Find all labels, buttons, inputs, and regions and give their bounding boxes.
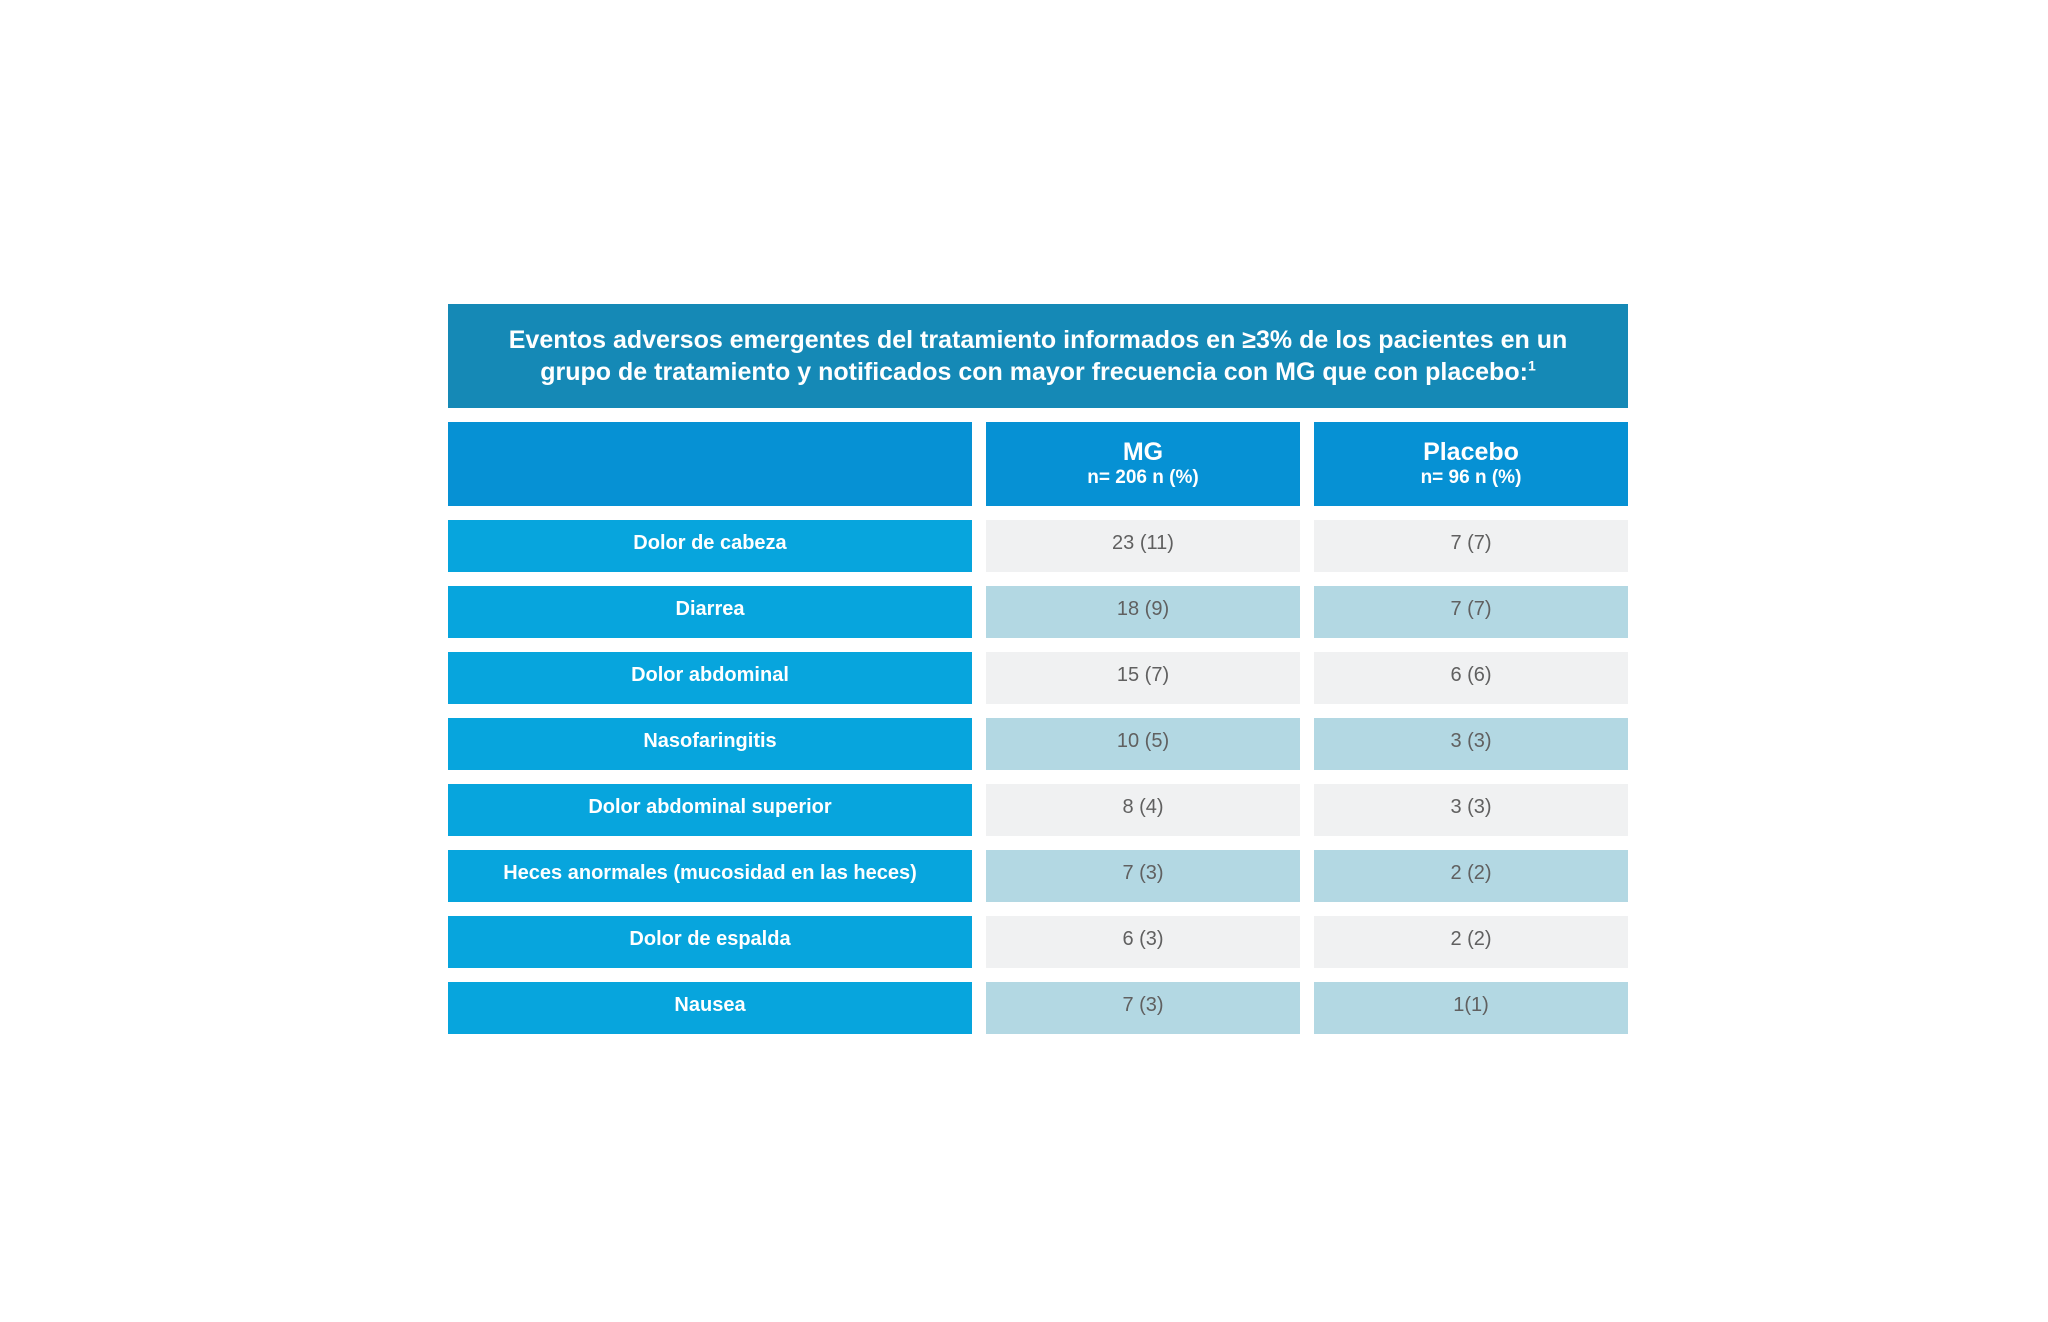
footnote-reference: 1 bbox=[1527, 357, 1536, 374]
table-row: Nausea 7 (3) 1(1) bbox=[448, 982, 1628, 1034]
table-row: Nasofaringitis 10 (5) 3 (3) bbox=[448, 718, 1628, 770]
placebo-value: 6 (6) bbox=[1314, 652, 1628, 704]
header-placebo-name: Placebo bbox=[1423, 438, 1519, 466]
placebo-value: 2 (2) bbox=[1314, 916, 1628, 968]
placebo-value: 7 (7) bbox=[1314, 520, 1628, 572]
placebo-value: 1(1) bbox=[1314, 982, 1628, 1034]
table-title: Eventos adversos emergentes del tratamie… bbox=[493, 324, 1583, 388]
row-label: Dolor de espalda bbox=[448, 916, 972, 968]
table-title-bar: Eventos adversos emergentes del tratamie… bbox=[448, 304, 1628, 408]
mg-value: 6 (3) bbox=[986, 916, 1300, 968]
column-header-row: MG n= 206 n (%) Placebo n= 96 n (%) bbox=[448, 422, 1628, 506]
mg-value: 18 (9) bbox=[986, 586, 1300, 638]
table-row: Diarrea 18 (9) 7 (7) bbox=[448, 586, 1628, 638]
header-label-column bbox=[448, 422, 972, 506]
row-label: Nasofaringitis bbox=[448, 718, 972, 770]
row-label: Dolor abdominal superior bbox=[448, 784, 972, 836]
mg-value: 15 (7) bbox=[986, 652, 1300, 704]
mg-value: 8 (4) bbox=[986, 784, 1300, 836]
table-title-text: Eventos adversos emergentes del tratamie… bbox=[508, 326, 1568, 386]
table-row: Dolor de espalda 6 (3) 2 (2) bbox=[448, 916, 1628, 968]
adverse-events-table: Eventos adversos emergentes del tratamie… bbox=[448, 304, 1628, 1034]
row-label: Dolor de cabeza bbox=[448, 520, 972, 572]
mg-value: 7 (3) bbox=[986, 982, 1300, 1034]
row-label: Diarrea bbox=[448, 586, 972, 638]
table-row: Dolor de cabeza 23 (11) 7 (7) bbox=[448, 520, 1628, 572]
table-row: Heces anormales (mucosidad en las heces)… bbox=[448, 850, 1628, 902]
header-placebo: Placebo n= 96 n (%) bbox=[1314, 422, 1628, 506]
row-label: Dolor abdominal bbox=[448, 652, 972, 704]
row-label: Heces anormales (mucosidad en las heces) bbox=[448, 850, 972, 902]
header-mg-sub: n= 206 n (%) bbox=[1087, 467, 1199, 488]
header-mg: MG n= 206 n (%) bbox=[986, 422, 1300, 506]
placebo-value: 3 (3) bbox=[1314, 784, 1628, 836]
placebo-value: 3 (3) bbox=[1314, 718, 1628, 770]
row-label: Nausea bbox=[448, 982, 972, 1034]
mg-value: 10 (5) bbox=[986, 718, 1300, 770]
table-row: Dolor abdominal 15 (7) 6 (6) bbox=[448, 652, 1628, 704]
placebo-value: 2 (2) bbox=[1314, 850, 1628, 902]
header-placebo-sub: n= 96 n (%) bbox=[1420, 467, 1522, 488]
table-row: Dolor abdominal superior 8 (4) 3 (3) bbox=[448, 784, 1628, 836]
header-mg-name: MG bbox=[1122, 438, 1164, 466]
mg-value: 23 (11) bbox=[986, 520, 1300, 572]
mg-value: 7 (3) bbox=[986, 850, 1300, 902]
placebo-value: 7 (7) bbox=[1314, 586, 1628, 638]
